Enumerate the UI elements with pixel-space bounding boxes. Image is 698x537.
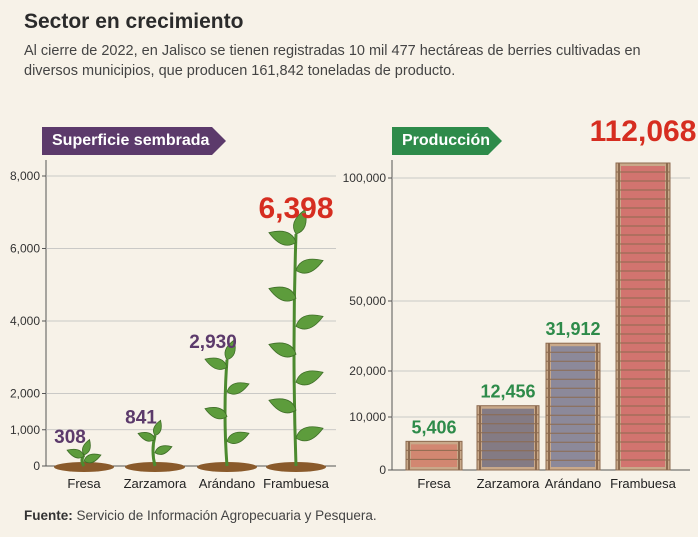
x-tick-label: Frambuesa (610, 476, 677, 491)
plant-leaf (137, 432, 156, 442)
y-tick-label: 6,000 (10, 242, 40, 256)
plant-leaf (66, 448, 85, 459)
y-tick-label: 100,000 (343, 171, 387, 185)
plant-leaf (154, 445, 173, 455)
plant-leaf (268, 398, 297, 414)
data-label: 5,406 (411, 417, 456, 437)
surface-chart-title: Superficie sembrada (42, 127, 226, 155)
soil-mound (54, 462, 114, 472)
data-label: 308 (54, 427, 86, 448)
plant-leaf (293, 209, 307, 235)
y-tick-label: 2,000 (10, 387, 40, 401)
source-label: Fuente: (24, 508, 73, 523)
x-tick-label: Fresa (417, 476, 451, 491)
plant-leaf (83, 453, 102, 464)
crate-fill (411, 444, 457, 467)
page-title: Sector en crecimiento (24, 10, 244, 33)
plant-leaf (226, 431, 250, 444)
source-text: Servicio de Información Agropecuaria y P… (76, 508, 377, 523)
plant-leaf (224, 339, 236, 361)
plant-leaf (268, 286, 297, 302)
x-tick-label: Arándano (199, 476, 255, 491)
data-label: 2,930 (189, 332, 237, 353)
x-tick-label: Frambuesa (263, 476, 330, 491)
plant-leaf (226, 382, 250, 395)
plant-leaf (295, 426, 324, 442)
data-label: 6,398 (258, 192, 333, 225)
plant-leaf (82, 438, 91, 456)
y-tick-label: 50,000 (349, 294, 386, 308)
data-label: 12,456 (480, 382, 535, 402)
production-chart-title: Producción (392, 127, 502, 155)
page-subtitle: Al cierre de 2022, en Jalisco se tienen … (24, 43, 641, 79)
production-chart: 0 10,000 20,000 50,000 100,000 5,406 Fresa 12,4… (343, 115, 697, 491)
x-tick-label: Zarzamora (124, 476, 188, 491)
crate-fill (482, 408, 534, 467)
soil-mound (197, 462, 257, 472)
plant-leaf (153, 419, 162, 436)
y-tick-label: 4,000 (10, 314, 40, 328)
x-tick-label: Fresa (67, 476, 101, 491)
plant-leaf (295, 258, 324, 274)
plant-leaf (295, 370, 324, 386)
soil-mound (266, 462, 326, 472)
x-tick-label: Arándano (545, 476, 601, 491)
x-tick-label: Zarzamora (477, 476, 541, 491)
plant-leaf (268, 230, 297, 246)
y-tick-label: 10,000 (349, 410, 386, 424)
y-tick-label: 0 (33, 459, 40, 473)
plant-leaf (204, 407, 228, 420)
y-tick-label: 1,000 (10, 423, 40, 437)
y-tick-label: 8,000 (10, 169, 40, 183)
plant-leaf (295, 314, 324, 330)
plant-leaf (204, 357, 228, 370)
data-label: 841 (125, 408, 157, 429)
surface-chart: 0 1,000 2,000 4,000 6,000 8,000 308 Fresa 841 Zar… (10, 160, 336, 491)
source-note: Fuente: Servicio de Información Agropecu… (24, 508, 377, 523)
data-label: 31,912 (545, 319, 600, 339)
plant-leaf (268, 342, 297, 358)
y-tick-label: 0 (379, 463, 386, 477)
soil-mound (125, 462, 185, 472)
data-label: 112,068 (590, 115, 697, 148)
y-tick-label: 20,000 (349, 364, 386, 378)
